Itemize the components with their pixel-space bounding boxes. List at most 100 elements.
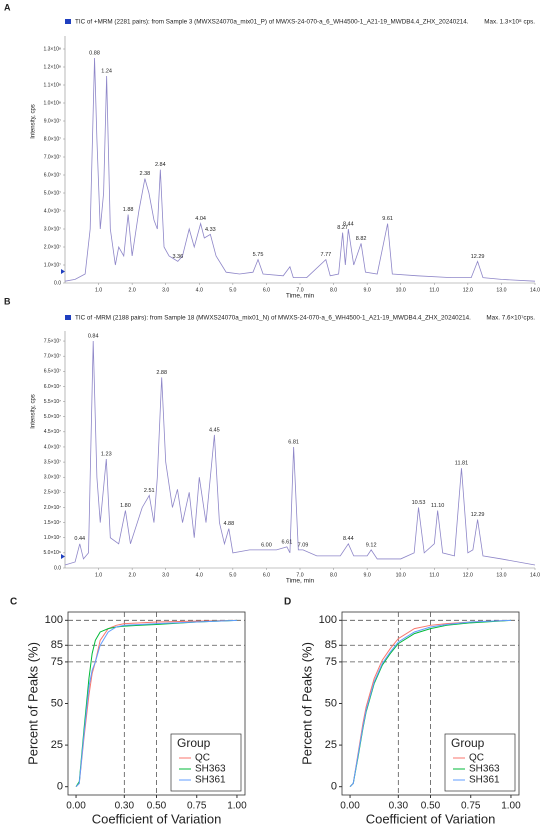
y-axis-label: Intensity, cps bbox=[31, 104, 37, 139]
y-tick-label: 1.2×10⁸ bbox=[43, 64, 61, 70]
peak-label: 4.04 bbox=[195, 216, 206, 222]
y-tick-label: 7.5×10⁷ bbox=[44, 338, 61, 344]
x-tick-label: 14.0 bbox=[530, 287, 540, 293]
peak-label: 2.88 bbox=[156, 370, 167, 376]
x-tick-label: 6.0 bbox=[263, 572, 270, 578]
x-tick-label: 0.30 bbox=[115, 801, 135, 812]
y-tick-label: 1.5×10⁷ bbox=[44, 520, 61, 526]
peak-label: 12.29 bbox=[471, 254, 485, 260]
y-tick-label: 0 bbox=[57, 781, 63, 793]
legend-label: SH361 bbox=[469, 775, 500, 786]
legend-box bbox=[444, 733, 516, 792]
y-tick-label: 75 bbox=[51, 656, 63, 668]
x-tick-label: 0.00 bbox=[66, 801, 86, 812]
cv-line bbox=[75, 619, 237, 788]
y-tick-label: 4.0×10⁷ bbox=[44, 208, 61, 214]
peak-label: 6.00 bbox=[261, 542, 272, 548]
y-tick-label: 2.0×10⁷ bbox=[44, 505, 61, 511]
y-tick-label: 9.0×10⁷ bbox=[44, 118, 61, 124]
y-tick-label: 3.0×10⁷ bbox=[44, 226, 61, 232]
x-tick-label: 9.0 bbox=[364, 287, 371, 293]
y-axis-label: Percent of Peaks (%) bbox=[299, 642, 314, 765]
y-tick-label: 4.0×10⁷ bbox=[44, 444, 61, 450]
peak-label: 1.24 bbox=[101, 68, 112, 74]
y-tick-label: 1.1×10⁸ bbox=[43, 82, 61, 88]
y-tick-label: 5.0×10⁷ bbox=[44, 190, 61, 196]
x-tick-label: 0.30 bbox=[389, 801, 409, 812]
peak-label: 10.53 bbox=[412, 500, 426, 506]
panel-letter: A bbox=[4, 2, 11, 12]
peak-label: 7.77 bbox=[320, 252, 331, 258]
x-tick-label: 0.75 bbox=[461, 801, 481, 812]
legend-label: QC bbox=[195, 753, 210, 764]
peak-label: 6.81 bbox=[288, 439, 299, 445]
y-tick-label: 50 bbox=[51, 697, 63, 709]
x-tick-label: 0.50 bbox=[421, 801, 441, 812]
x-tick-label: 1.00 bbox=[227, 801, 247, 812]
chart-title: TIC of -MRM (2188 pairs): from Sample 18… bbox=[75, 315, 471, 322]
y-tick-label: 6.5×10⁷ bbox=[44, 369, 61, 375]
legend-label: QC bbox=[469, 753, 484, 764]
y-axis-label: Intensity, cps bbox=[31, 394, 37, 429]
y-tick-label: 0.0 bbox=[54, 565, 61, 571]
peak-label: 3.36 bbox=[172, 254, 183, 260]
legend-label: SH361 bbox=[195, 775, 226, 786]
axis-marker bbox=[61, 554, 65, 559]
x-tick-label: 1.0 bbox=[95, 287, 102, 293]
y-tick-label: 25 bbox=[51, 739, 63, 751]
y-tick-label: 1.0×10⁷ bbox=[44, 535, 61, 541]
x-tick-label: 0.00 bbox=[340, 801, 360, 812]
peak-label: 6.61 bbox=[282, 539, 293, 545]
x-tick-label: 5.0 bbox=[229, 572, 236, 578]
y-tick-label: 85 bbox=[325, 639, 337, 651]
y-tick-label: 2.0×10⁷ bbox=[44, 244, 61, 250]
peak-label: 11.81 bbox=[455, 461, 468, 467]
y-tick-label: 8.0×10⁷ bbox=[44, 136, 61, 142]
x-tick-label: 6.0 bbox=[263, 287, 270, 293]
peak-label: 0.84 bbox=[88, 334, 99, 340]
y-tick-label: 100 bbox=[319, 614, 337, 626]
x-tick-label: 2.0 bbox=[129, 572, 136, 578]
chart-title: TIC of +MRM (2281 pairs): from Sample 3 … bbox=[75, 19, 469, 26]
panel-letter: C bbox=[10, 597, 17, 608]
y-tick-label: 85 bbox=[51, 639, 63, 651]
y-tick-label: 1.0×10⁸ bbox=[43, 100, 61, 106]
y-tick-label: 2.5×10⁷ bbox=[44, 490, 61, 496]
x-tick-label: 0.75 bbox=[187, 801, 207, 812]
peak-label: 2.38 bbox=[140, 171, 151, 177]
peak-label: 8.82 bbox=[356, 236, 367, 242]
x-tick-label: 0.50 bbox=[147, 801, 167, 812]
peak-label: 8.44 bbox=[343, 536, 354, 542]
x-tick-label: 9.0 bbox=[364, 572, 371, 578]
x-axis-label: Coefficient of Variation bbox=[92, 811, 222, 826]
x-tick-label: 10.0 bbox=[396, 572, 406, 578]
y-tick-label: 1.0×10⁷ bbox=[44, 262, 61, 268]
x-tick-label: 11.0 bbox=[429, 287, 439, 293]
peak-label: 4.33 bbox=[205, 227, 216, 233]
peak-label: 11.10 bbox=[431, 503, 444, 509]
legend-title: Group bbox=[177, 736, 211, 750]
peak-label: 4.88 bbox=[223, 521, 234, 527]
peak-label: 1.88 bbox=[123, 207, 134, 213]
y-tick-label: 5.5×10⁷ bbox=[44, 399, 61, 405]
y-tick-label: 7.0×10⁷ bbox=[44, 154, 61, 160]
legend-box bbox=[170, 733, 242, 792]
y-tick-label: 6.0×10⁷ bbox=[44, 384, 61, 390]
y-tick-label: 25 bbox=[325, 739, 337, 751]
x-tick-label: 4.0 bbox=[196, 287, 203, 293]
x-tick-label: 8.0 bbox=[330, 287, 337, 293]
x-tick-label: 1.0 bbox=[95, 572, 102, 578]
cv-line bbox=[75, 619, 237, 787]
legend-title: Group bbox=[451, 736, 485, 750]
panel-letter: B bbox=[4, 296, 11, 306]
x-tick-label: 13.0 bbox=[496, 287, 506, 293]
y-tick-label: 4.5×10⁷ bbox=[44, 429, 61, 435]
x-tick-label: 8.0 bbox=[330, 572, 337, 578]
x-tick-label: 3.0 bbox=[162, 287, 169, 293]
y-tick-label: 5.0×10⁶ bbox=[44, 550, 62, 556]
peak-label: 7.09 bbox=[298, 542, 309, 548]
peak-label: 9.12 bbox=[366, 542, 377, 548]
max-label: Max. 7.6×10⁷cps. bbox=[486, 315, 535, 322]
x-tick-label: 1.00 bbox=[501, 801, 521, 812]
